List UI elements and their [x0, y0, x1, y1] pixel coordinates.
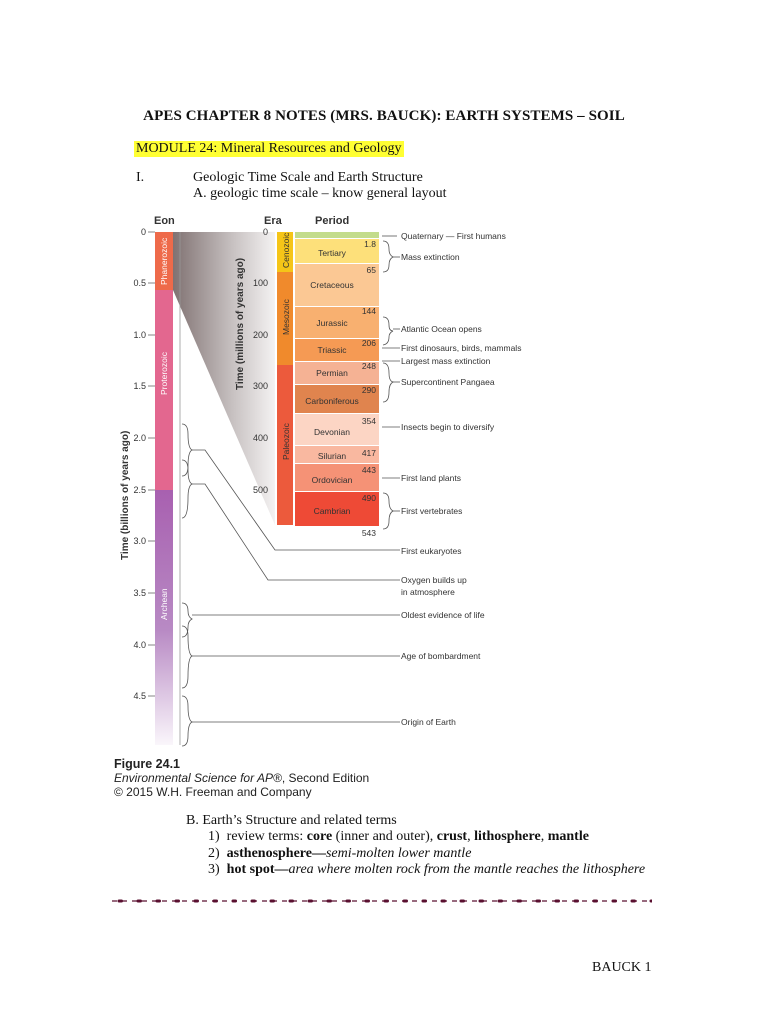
- svg-text:Jurassic: Jurassic: [316, 318, 348, 328]
- svg-text:Devonian: Devonian: [314, 427, 350, 437]
- zoom-gradient: [173, 232, 275, 525]
- period-header: Period: [315, 215, 349, 227]
- era-mesozoic: [277, 272, 293, 365]
- svg-text:Origin of Earth: Origin of Earth: [401, 717, 456, 727]
- svg-text:354: 354: [362, 416, 376, 426]
- svg-text:248: 248: [362, 361, 376, 371]
- section-1-sub-a: A. geologic time scale – know general la…: [193, 186, 447, 201]
- svg-text:443: 443: [362, 465, 376, 475]
- svg-text:65: 65: [367, 265, 377, 275]
- svg-text:543: 543: [362, 528, 376, 538]
- section-b-heading: B. Earth’s Structure and related terms: [186, 813, 397, 828]
- svg-text:Tertiary: Tertiary: [318, 248, 347, 258]
- svg-text:490: 490: [362, 493, 376, 503]
- svg-text:First land plants: First land plants: [401, 473, 461, 483]
- mid-axis-label: Time (millions of years ago): [235, 258, 246, 390]
- eon-archean: [155, 490, 173, 745]
- svg-text:Phanerozoic: Phanerozoic: [159, 237, 169, 285]
- section-b-item-3: 3) hot spot—area where molten rock from …: [208, 862, 646, 877]
- svg-text:Oxygen builds up: Oxygen builds up: [401, 575, 467, 585]
- svg-text:Cretaceous: Cretaceous: [310, 280, 353, 290]
- svg-text:3.5: 3.5: [133, 588, 146, 598]
- section-1-number: I.: [136, 170, 145, 185]
- svg-text:1.5: 1.5: [133, 381, 146, 391]
- svg-text:Silurian: Silurian: [318, 451, 347, 461]
- svg-text:Carboniferous: Carboniferous: [305, 396, 358, 406]
- svg-text:4.5: 4.5: [133, 691, 146, 701]
- svg-text:2.0: 2.0: [133, 433, 146, 443]
- svg-text:1.8: 1.8: [364, 239, 376, 249]
- svg-text:Proterozoic: Proterozoic: [159, 351, 169, 395]
- section-b-item-2: 2) asthenosphere—semi-molten lower mantl…: [208, 846, 472, 861]
- geologic-time-scale-figure: Eon Era Period Phanerozoic Proterozoic A…: [120, 215, 521, 747]
- svg-text:4.0: 4.0: [133, 640, 146, 650]
- svg-text:Permian: Permian: [316, 368, 348, 378]
- era-header: Era: [264, 215, 283, 227]
- svg-text:290: 290: [362, 385, 376, 395]
- figure-caption-source: Environmental Science for AP®, Second Ed…: [114, 771, 370, 785]
- svg-text:Cenozoic: Cenozoic: [281, 232, 291, 268]
- svg-text:Quaternary — First humans: Quaternary — First humans: [401, 231, 506, 241]
- svg-text:0: 0: [263, 227, 268, 237]
- svg-text:200: 200: [253, 330, 268, 340]
- svg-text:Oldest evidence of life: Oldest evidence of life: [401, 610, 485, 620]
- eon-header: Eon: [154, 215, 175, 227]
- svg-text:400: 400: [253, 433, 268, 443]
- svg-text:in atmosphere: in atmosphere: [401, 587, 455, 597]
- svg-text:2.5: 2.5: [133, 485, 146, 495]
- svg-text:500: 500: [253, 485, 268, 495]
- svg-text:First dinosaurs, birds, mammal: First dinosaurs, birds, mammals: [401, 343, 521, 353]
- era-paleozoic: [277, 365, 293, 525]
- svg-text:First eukaryotes: First eukaryotes: [401, 546, 461, 556]
- dotted-divider: [112, 899, 652, 903]
- section-b-item-1: 1) review terms: core (inner and outer),…: [208, 829, 589, 844]
- module-heading: MODULE 24: Mineral Resources and Geology: [134, 141, 404, 157]
- svg-text:Archean: Archean: [159, 588, 169, 620]
- figure-caption-copyright: © 2015 W.H. Freeman and Company: [114, 785, 312, 799]
- svg-text:Supercontinent Pangaea: Supercontinent Pangaea: [401, 377, 495, 387]
- eon-proterozoic: [155, 290, 173, 490]
- svg-text:Largest mass extinction: Largest mass extinction: [401, 356, 491, 366]
- svg-text:Insects begin to diversify: Insects begin to diversify: [401, 422, 495, 432]
- svg-text:100: 100: [253, 278, 268, 288]
- svg-text:Cambrian: Cambrian: [314, 506, 351, 516]
- page-footer: BAUCK 1: [592, 960, 652, 975]
- svg-text:3.0: 3.0: [133, 536, 146, 546]
- svg-text:Ordovician: Ordovician: [312, 475, 353, 485]
- svg-text:Triassic: Triassic: [318, 345, 348, 355]
- page-title: APES CHAPTER 8 NOTES (MRS. BAUCK): EARTH…: [143, 108, 625, 124]
- svg-text:Mass extinction: Mass extinction: [401, 252, 460, 262]
- era-cenozoic: [277, 232, 293, 272]
- svg-text:144: 144: [362, 306, 376, 316]
- svg-text:300: 300: [253, 381, 268, 391]
- figure-caption-title: Figure 24.1: [114, 757, 180, 771]
- eon-phanerozoic: [155, 232, 173, 290]
- svg-text:417: 417: [362, 448, 376, 458]
- svg-text:Atlantic Ocean opens: Atlantic Ocean opens: [401, 324, 482, 334]
- svg-text:Age of bombardment: Age of bombardment: [401, 651, 481, 661]
- svg-text:Paleozoic: Paleozoic: [281, 422, 291, 460]
- svg-text:1.0: 1.0: [133, 330, 146, 340]
- svg-text:Mesozoic: Mesozoic: [281, 298, 291, 335]
- svg-text:206: 206: [362, 338, 376, 348]
- svg-text:0.5: 0.5: [133, 278, 146, 288]
- svg-text:First vertebrates: First vertebrates: [401, 506, 462, 516]
- left-axis-label: Time (billions of years ago): [120, 431, 131, 560]
- section-1-heading: Geologic Time Scale and Earth Structure: [193, 170, 423, 185]
- svg-text:0: 0: [141, 227, 146, 237]
